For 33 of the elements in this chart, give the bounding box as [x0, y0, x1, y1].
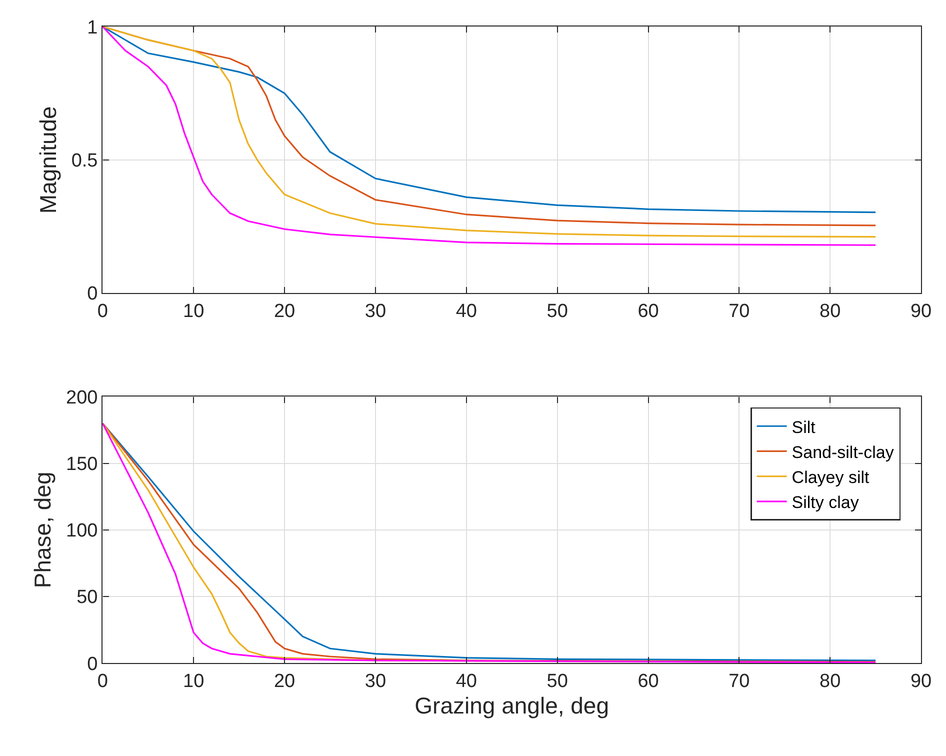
x-tick-label: 50: [546, 671, 568, 692]
x-tick-label: 20: [274, 671, 296, 692]
x-tick-label: 80: [820, 671, 841, 692]
x-tick-label: 30: [364, 300, 386, 322]
y-tick-label: 0: [87, 654, 98, 675]
x-tick-label: 30: [364, 671, 386, 692]
x-tick-label: 10: [183, 671, 204, 692]
x-axis-title: Grazing angle, deg: [414, 692, 610, 719]
x-tick-label: 90: [910, 671, 932, 692]
x-tick-label: 50: [546, 300, 568, 322]
y-tick-label: 0.5: [71, 150, 98, 172]
x-tick-label: 80: [820, 300, 841, 322]
x-tick-label: 70: [728, 300, 750, 322]
legend-label: Silt: [792, 418, 816, 437]
x-tick-label: 40: [456, 671, 477, 692]
x-tick-label: 20: [274, 300, 296, 322]
y-tick-label: 50: [76, 587, 98, 608]
y-tick-label: 150: [66, 454, 98, 475]
y-axis-title: Magnitude: [34, 106, 61, 214]
x-tick-label: 60: [638, 671, 659, 692]
x-tick-label: 70: [728, 671, 750, 692]
x-tick-label: 40: [456, 300, 477, 322]
legend-label: Clayey silt: [792, 468, 870, 487]
y-axis-title: Phase, deg: [29, 472, 56, 588]
y-tick-label: 1: [87, 17, 98, 38]
y-tick-label: 200: [66, 387, 98, 408]
x-tick-label: 90: [910, 300, 932, 322]
x-tick-label: 60: [638, 300, 659, 322]
x-tick-label: 10: [183, 300, 204, 322]
y-tick-label: 100: [66, 520, 98, 542]
legend-label: Silty clay: [792, 493, 860, 512]
legend-label: Sand-silt-clay: [792, 442, 894, 462]
y-tick-label: 0: [87, 284, 98, 305]
